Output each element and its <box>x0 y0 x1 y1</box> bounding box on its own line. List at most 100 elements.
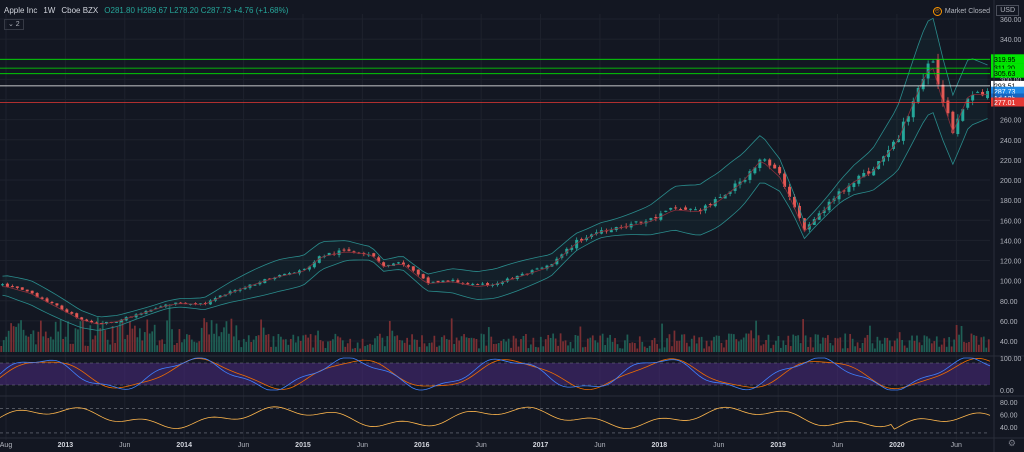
candle <box>951 111 955 133</box>
volume-bar <box>448 339 451 352</box>
volume-bar <box>831 345 834 352</box>
volume-bar <box>695 343 698 352</box>
volume-bar <box>779 347 782 352</box>
volume-bar <box>428 342 431 352</box>
volume-bar <box>760 345 762 352</box>
volume-bar <box>89 325 92 352</box>
volume-bar <box>161 339 163 352</box>
candle <box>852 182 856 187</box>
volume-bar <box>787 335 790 352</box>
candle <box>20 287 24 290</box>
candle <box>302 268 306 270</box>
volume-bar <box>42 336 45 352</box>
volume-bar <box>438 345 441 352</box>
candle <box>961 109 965 121</box>
volume-bar <box>158 340 161 352</box>
stoch-tick-label: 0.00 <box>1000 388 1014 395</box>
volume-bar <box>366 344 369 352</box>
volume-bar <box>928 338 931 352</box>
volume-bar <box>354 348 357 352</box>
stoch-d-line <box>0 357 991 391</box>
volume-bar <box>233 336 235 352</box>
volume-bar <box>458 340 460 352</box>
volume-bar <box>651 340 654 352</box>
volume-bar <box>792 334 795 352</box>
time-tick-label: Jun <box>951 442 962 449</box>
volume-bar <box>802 319 805 352</box>
volume-bar <box>99 328 102 352</box>
candle <box>307 266 311 270</box>
volume-bar <box>616 344 619 352</box>
interval-label[interactable]: 1W <box>43 6 56 15</box>
volume-bar <box>876 336 879 352</box>
volume-bar <box>908 340 911 352</box>
volume-bar <box>403 342 406 352</box>
candle <box>674 207 678 209</box>
volume-bar <box>554 338 557 352</box>
volume-bar <box>794 335 797 352</box>
candle <box>822 210 826 214</box>
candle <box>580 238 584 241</box>
volume-bar <box>547 335 550 352</box>
volume-bar <box>586 338 589 352</box>
currency-button[interactable]: USD <box>996 5 1019 16</box>
collapse-indicators-button[interactable]: ⌄ 2 <box>4 19 24 30</box>
candle <box>535 268 539 270</box>
volume-bar <box>614 338 616 352</box>
volume-bar <box>383 346 386 352</box>
time-tick-label: Jun <box>357 442 368 449</box>
price-tick-label: 140.00 <box>1000 238 1022 245</box>
volume-bar <box>789 346 792 352</box>
volume-bar <box>906 347 908 352</box>
candle <box>352 251 356 253</box>
candle <box>812 219 816 225</box>
volume-bar <box>307 337 310 352</box>
ohlc-values: O281.80 H289.67 L278.20 C287.73 +4.76 (+… <box>104 6 289 15</box>
volume-bar <box>351 348 354 352</box>
candle <box>40 297 44 299</box>
volume-bar <box>594 340 597 352</box>
candle <box>471 283 475 285</box>
symbol-name[interactable]: Apple Inc <box>4 6 38 15</box>
volume-bar <box>475 338 478 352</box>
volume-bar <box>255 336 258 352</box>
volume-bar <box>2 340 5 352</box>
volume-bar <box>970 333 973 352</box>
volume-bar <box>54 321 57 352</box>
candle <box>367 254 371 256</box>
volume-bar <box>35 344 37 352</box>
volume-bar <box>982 336 985 352</box>
volume-bar <box>985 347 988 352</box>
volume-bar <box>663 347 666 352</box>
volume-bar <box>188 334 191 352</box>
rsi-tick-label: 80.00 <box>1000 400 1018 407</box>
candle <box>342 249 346 251</box>
rsi-tick-label: 40.00 <box>1000 425 1018 432</box>
candle <box>773 164 777 169</box>
volume-bar <box>356 342 359 352</box>
volume-bar <box>581 347 584 352</box>
time-tick-label: Jun <box>594 442 605 449</box>
volume-bar <box>364 346 366 352</box>
volume-bar <box>653 337 656 352</box>
price-tick-label: 240.00 <box>1000 138 1022 145</box>
volume-bar <box>10 323 13 352</box>
volume-bar <box>725 339 728 352</box>
volume-bar <box>940 344 943 352</box>
volume-bar <box>163 343 166 352</box>
volume-bar <box>141 340 144 352</box>
gear-icon[interactable]: ⚙ <box>1007 438 1016 448</box>
time-tick-label: Jun <box>238 442 249 449</box>
volume-bar <box>688 346 691 352</box>
candle <box>867 171 871 174</box>
volume-bar <box>210 320 213 352</box>
volume-bar <box>549 337 552 352</box>
candle <box>847 185 851 192</box>
price-badge-label: 277.01 <box>994 100 1016 107</box>
volume-bar <box>470 337 473 352</box>
volume-bar <box>703 348 706 352</box>
candle <box>119 319 123 323</box>
volume-bar <box>376 336 379 352</box>
bollinger-lower <box>2 112 988 331</box>
